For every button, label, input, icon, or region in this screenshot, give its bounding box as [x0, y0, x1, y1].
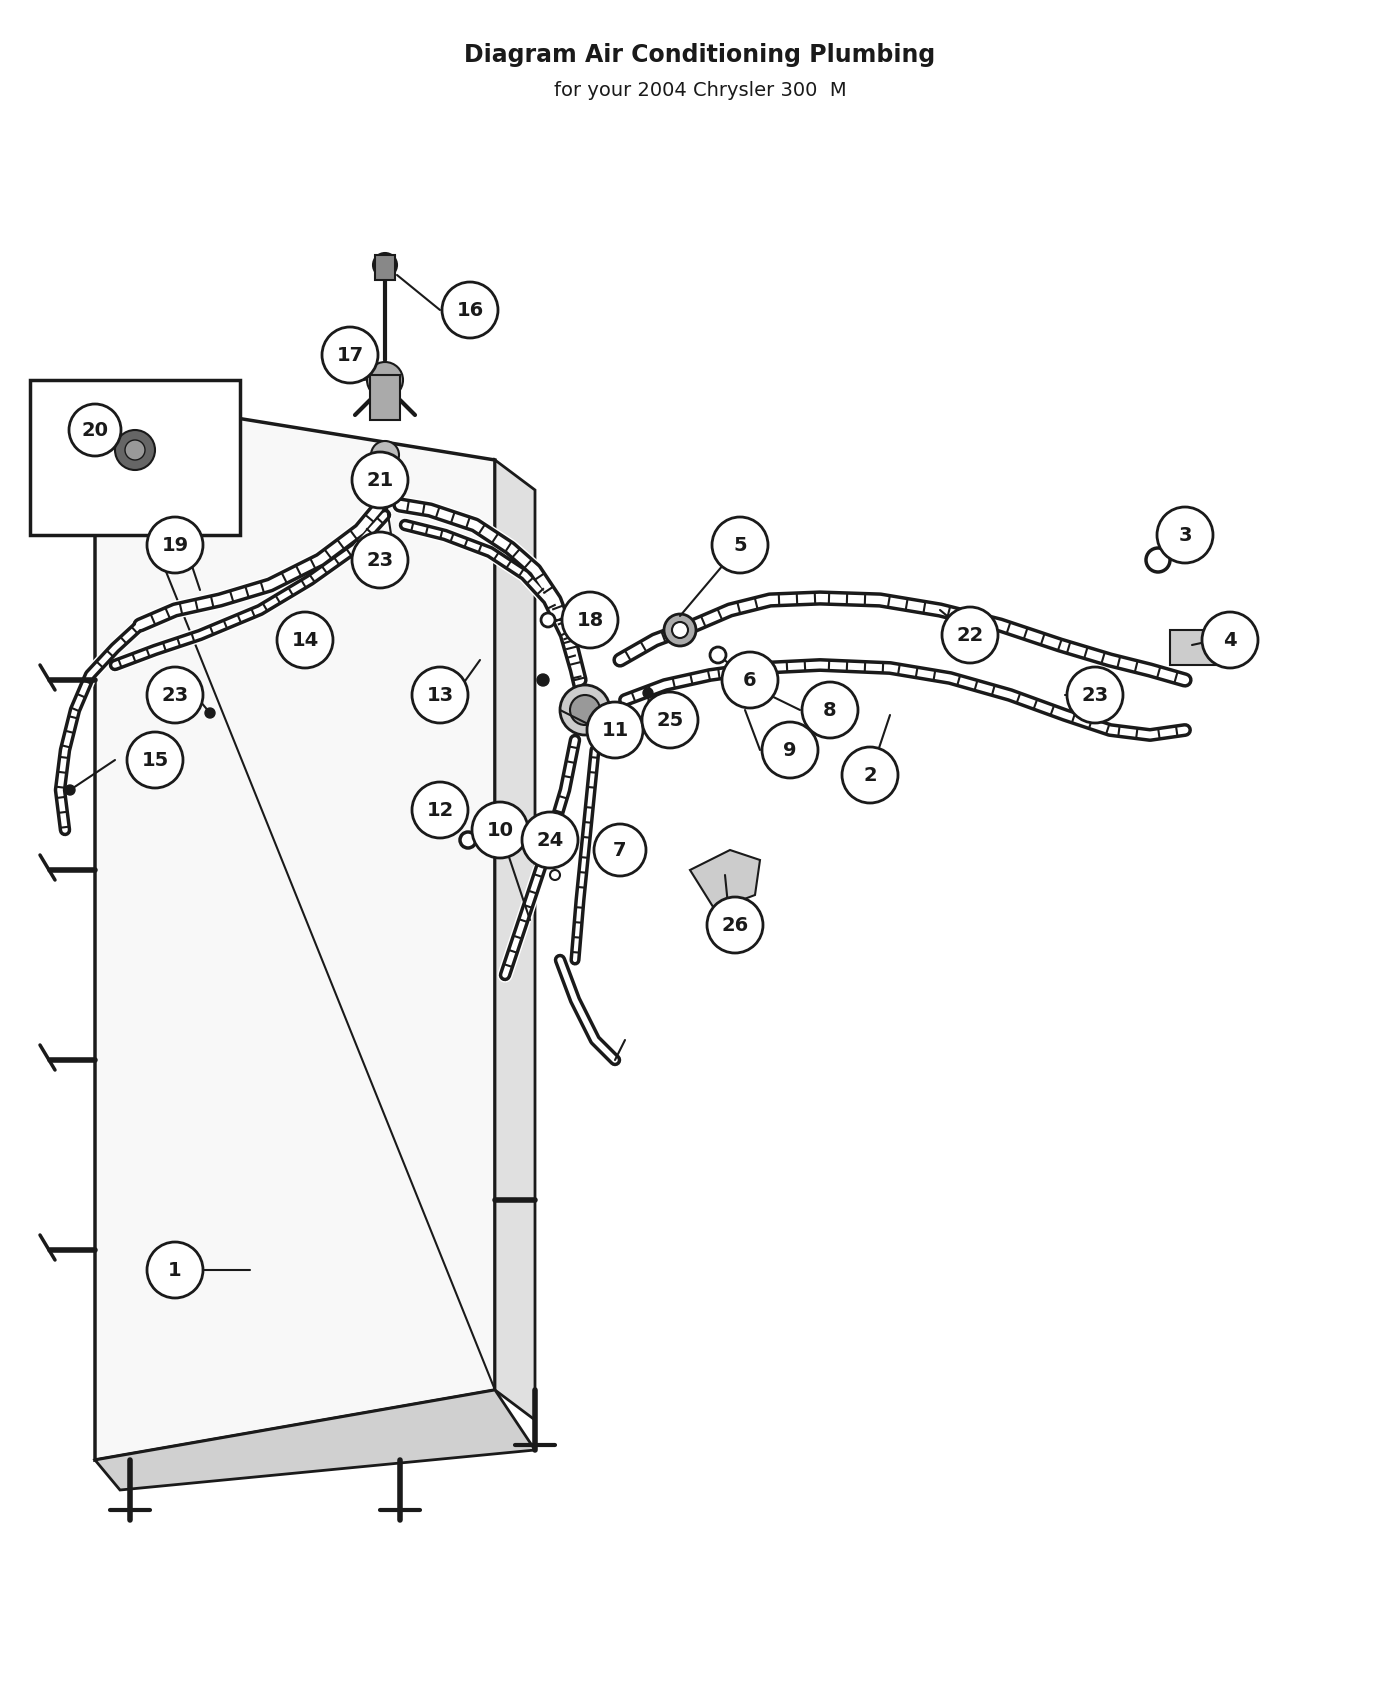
- Text: Diagram Air Conditioning Plumbing: Diagram Air Conditioning Plumbing: [465, 42, 935, 66]
- Polygon shape: [496, 461, 535, 1420]
- Text: 2: 2: [864, 765, 876, 784]
- Circle shape: [547, 847, 563, 864]
- Circle shape: [942, 607, 998, 663]
- Polygon shape: [690, 850, 760, 910]
- Circle shape: [472, 802, 528, 858]
- Circle shape: [1156, 507, 1212, 563]
- Circle shape: [412, 666, 468, 722]
- Circle shape: [762, 722, 818, 779]
- Circle shape: [64, 785, 76, 796]
- Text: 3: 3: [1179, 525, 1191, 544]
- Text: 26: 26: [721, 916, 749, 935]
- Text: 12: 12: [427, 801, 454, 819]
- Circle shape: [1081, 687, 1099, 704]
- Circle shape: [643, 692, 699, 748]
- Text: 23: 23: [161, 685, 189, 704]
- Text: 5: 5: [734, 536, 746, 554]
- Text: 18: 18: [577, 610, 603, 629]
- Circle shape: [412, 782, 468, 838]
- Circle shape: [371, 440, 399, 469]
- Text: 16: 16: [456, 301, 483, 320]
- Text: 1: 1: [168, 1260, 182, 1280]
- Polygon shape: [95, 1391, 535, 1489]
- Circle shape: [664, 614, 696, 646]
- Circle shape: [367, 362, 403, 398]
- Circle shape: [540, 614, 554, 627]
- Circle shape: [277, 612, 333, 668]
- Circle shape: [433, 813, 448, 828]
- Circle shape: [748, 680, 763, 695]
- Text: 20: 20: [81, 420, 109, 440]
- Circle shape: [125, 440, 146, 461]
- Text: 15: 15: [141, 750, 168, 770]
- Circle shape: [147, 1243, 203, 1299]
- Text: 17: 17: [336, 345, 364, 364]
- Text: 22: 22: [956, 626, 984, 644]
- Circle shape: [722, 653, 778, 707]
- Text: 11: 11: [602, 721, 629, 740]
- Circle shape: [672, 622, 687, 638]
- Circle shape: [304, 624, 316, 636]
- Text: for your 2004 Chrysler 300  M: for your 2004 Chrysler 300 M: [553, 80, 847, 100]
- Circle shape: [147, 666, 203, 722]
- Circle shape: [707, 898, 763, 954]
- Circle shape: [322, 326, 378, 383]
- Bar: [1170, 631, 1215, 665]
- Circle shape: [1067, 666, 1123, 722]
- Text: 24: 24: [536, 831, 564, 850]
- Circle shape: [713, 517, 769, 573]
- Text: 6: 6: [743, 670, 757, 690]
- Circle shape: [522, 813, 578, 869]
- Text: 21: 21: [367, 471, 393, 490]
- Circle shape: [461, 831, 476, 848]
- Circle shape: [594, 824, 645, 876]
- Circle shape: [204, 707, 216, 717]
- Text: 13: 13: [427, 685, 454, 704]
- Text: 19: 19: [161, 536, 189, 554]
- Text: 9: 9: [783, 741, 797, 760]
- Circle shape: [570, 695, 601, 724]
- Text: 23: 23: [1081, 685, 1109, 704]
- Circle shape: [147, 517, 203, 573]
- Circle shape: [538, 673, 549, 687]
- Circle shape: [802, 682, 858, 738]
- Circle shape: [115, 430, 155, 469]
- Text: 10: 10: [487, 821, 514, 840]
- Bar: [370, 376, 400, 420]
- Circle shape: [442, 282, 498, 338]
- Circle shape: [643, 688, 652, 699]
- Circle shape: [841, 746, 897, 802]
- Text: 8: 8: [823, 700, 837, 719]
- Circle shape: [351, 452, 407, 508]
- Text: 23: 23: [367, 551, 393, 570]
- Circle shape: [69, 405, 120, 456]
- Polygon shape: [95, 394, 496, 1460]
- Circle shape: [351, 532, 407, 588]
- Circle shape: [560, 685, 610, 734]
- Circle shape: [550, 870, 560, 881]
- Text: 7: 7: [613, 840, 627, 860]
- Circle shape: [561, 592, 617, 648]
- Text: 25: 25: [657, 711, 683, 729]
- Circle shape: [710, 648, 727, 663]
- Circle shape: [372, 253, 398, 277]
- Circle shape: [587, 702, 643, 758]
- Bar: [375, 255, 395, 280]
- Circle shape: [1203, 612, 1259, 668]
- Bar: [29, 381, 239, 536]
- Text: 4: 4: [1224, 631, 1236, 649]
- Text: 14: 14: [291, 631, 319, 649]
- Circle shape: [127, 733, 183, 789]
- Circle shape: [1147, 547, 1170, 571]
